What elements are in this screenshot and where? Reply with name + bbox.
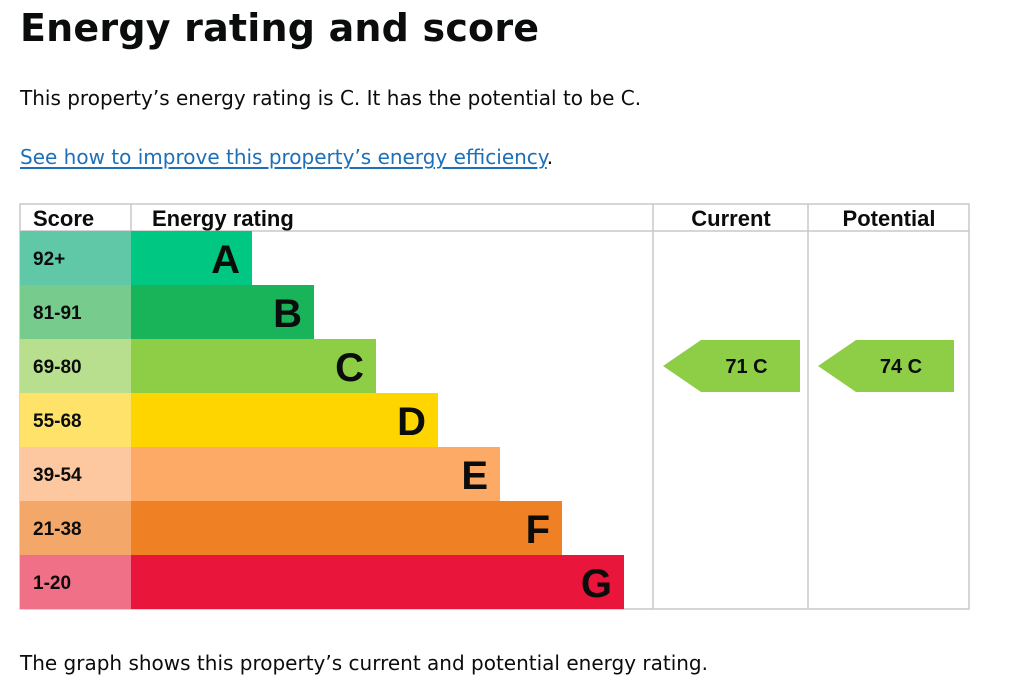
score-cell [20, 447, 131, 501]
page-title: Energy rating and score [20, 6, 540, 50]
score-cell [20, 501, 131, 555]
band-letter: G [581, 562, 612, 606]
score-range: 21-38 [33, 519, 82, 540]
header-score: Score [33, 206, 94, 231]
band-e: 39-54 E [20, 447, 500, 501]
score-cell [20, 339, 131, 393]
rating-bar [131, 447, 500, 501]
current-rating-arrow [663, 340, 800, 392]
potential-rating: 74 C [818, 340, 954, 392]
improve-link-line: See how to improve this property’s energ… [20, 145, 553, 169]
band-f: 21-38 F [20, 501, 562, 555]
band-letter: F [526, 508, 550, 552]
score-range: 55-68 [33, 411, 82, 432]
band-g: 1-20 G [20, 555, 624, 609]
improve-efficiency-link[interactable]: See how to improve this property’s energ… [20, 145, 547, 169]
current-rating: 71 C [663, 340, 800, 392]
rating-bands: 92+ A 81-91 B 69-80 C 55-68 D 39-54 E 21-38 F 1-20 G [20, 231, 624, 609]
band-letter: A [211, 238, 240, 282]
header-current: Current [691, 206, 771, 231]
band-letter: B [273, 292, 302, 336]
band-b: 81-91 B [20, 285, 314, 339]
current-rating-label: 71 C [725, 356, 767, 378]
score-cell [20, 393, 131, 447]
rating-bar [131, 231, 252, 285]
band-letter: C [335, 346, 364, 390]
score-range: 81-91 [33, 303, 82, 324]
rating-bar [131, 285, 314, 339]
graph-description: The graph shows this property’s current … [20, 651, 708, 675]
rating-bar [131, 555, 624, 609]
band-c: 69-80 C [20, 339, 376, 393]
header-potential: Potential [843, 206, 936, 231]
header-energy-rating: Energy rating [152, 206, 294, 231]
band-letter: E [461, 454, 488, 498]
rating-bar [131, 339, 376, 393]
potential-rating-label: 74 C [880, 356, 922, 378]
band-d: 55-68 D [20, 393, 438, 447]
rating-summary: This property’s energy rating is C. It h… [20, 86, 642, 110]
band-a: 92+ A [20, 231, 252, 285]
score-cell [20, 555, 131, 609]
rating-markers: 71 C 74 C [663, 340, 954, 392]
chart-headers: Score Energy rating Current Potential [33, 206, 935, 231]
link-suffix: . [546, 145, 554, 169]
score-range: 69-80 [33, 357, 82, 378]
chart-grid [19, 203, 970, 610]
score-cell [20, 231, 131, 285]
score-range: 39-54 [33, 465, 82, 486]
score-range: 1-20 [33, 573, 71, 594]
score-cell [20, 285, 131, 339]
rating-bar [131, 393, 438, 447]
band-letter: D [397, 400, 426, 444]
score-range: 92+ [33, 249, 65, 270]
rating-bar [131, 501, 562, 555]
potential-rating-arrow [818, 340, 954, 392]
